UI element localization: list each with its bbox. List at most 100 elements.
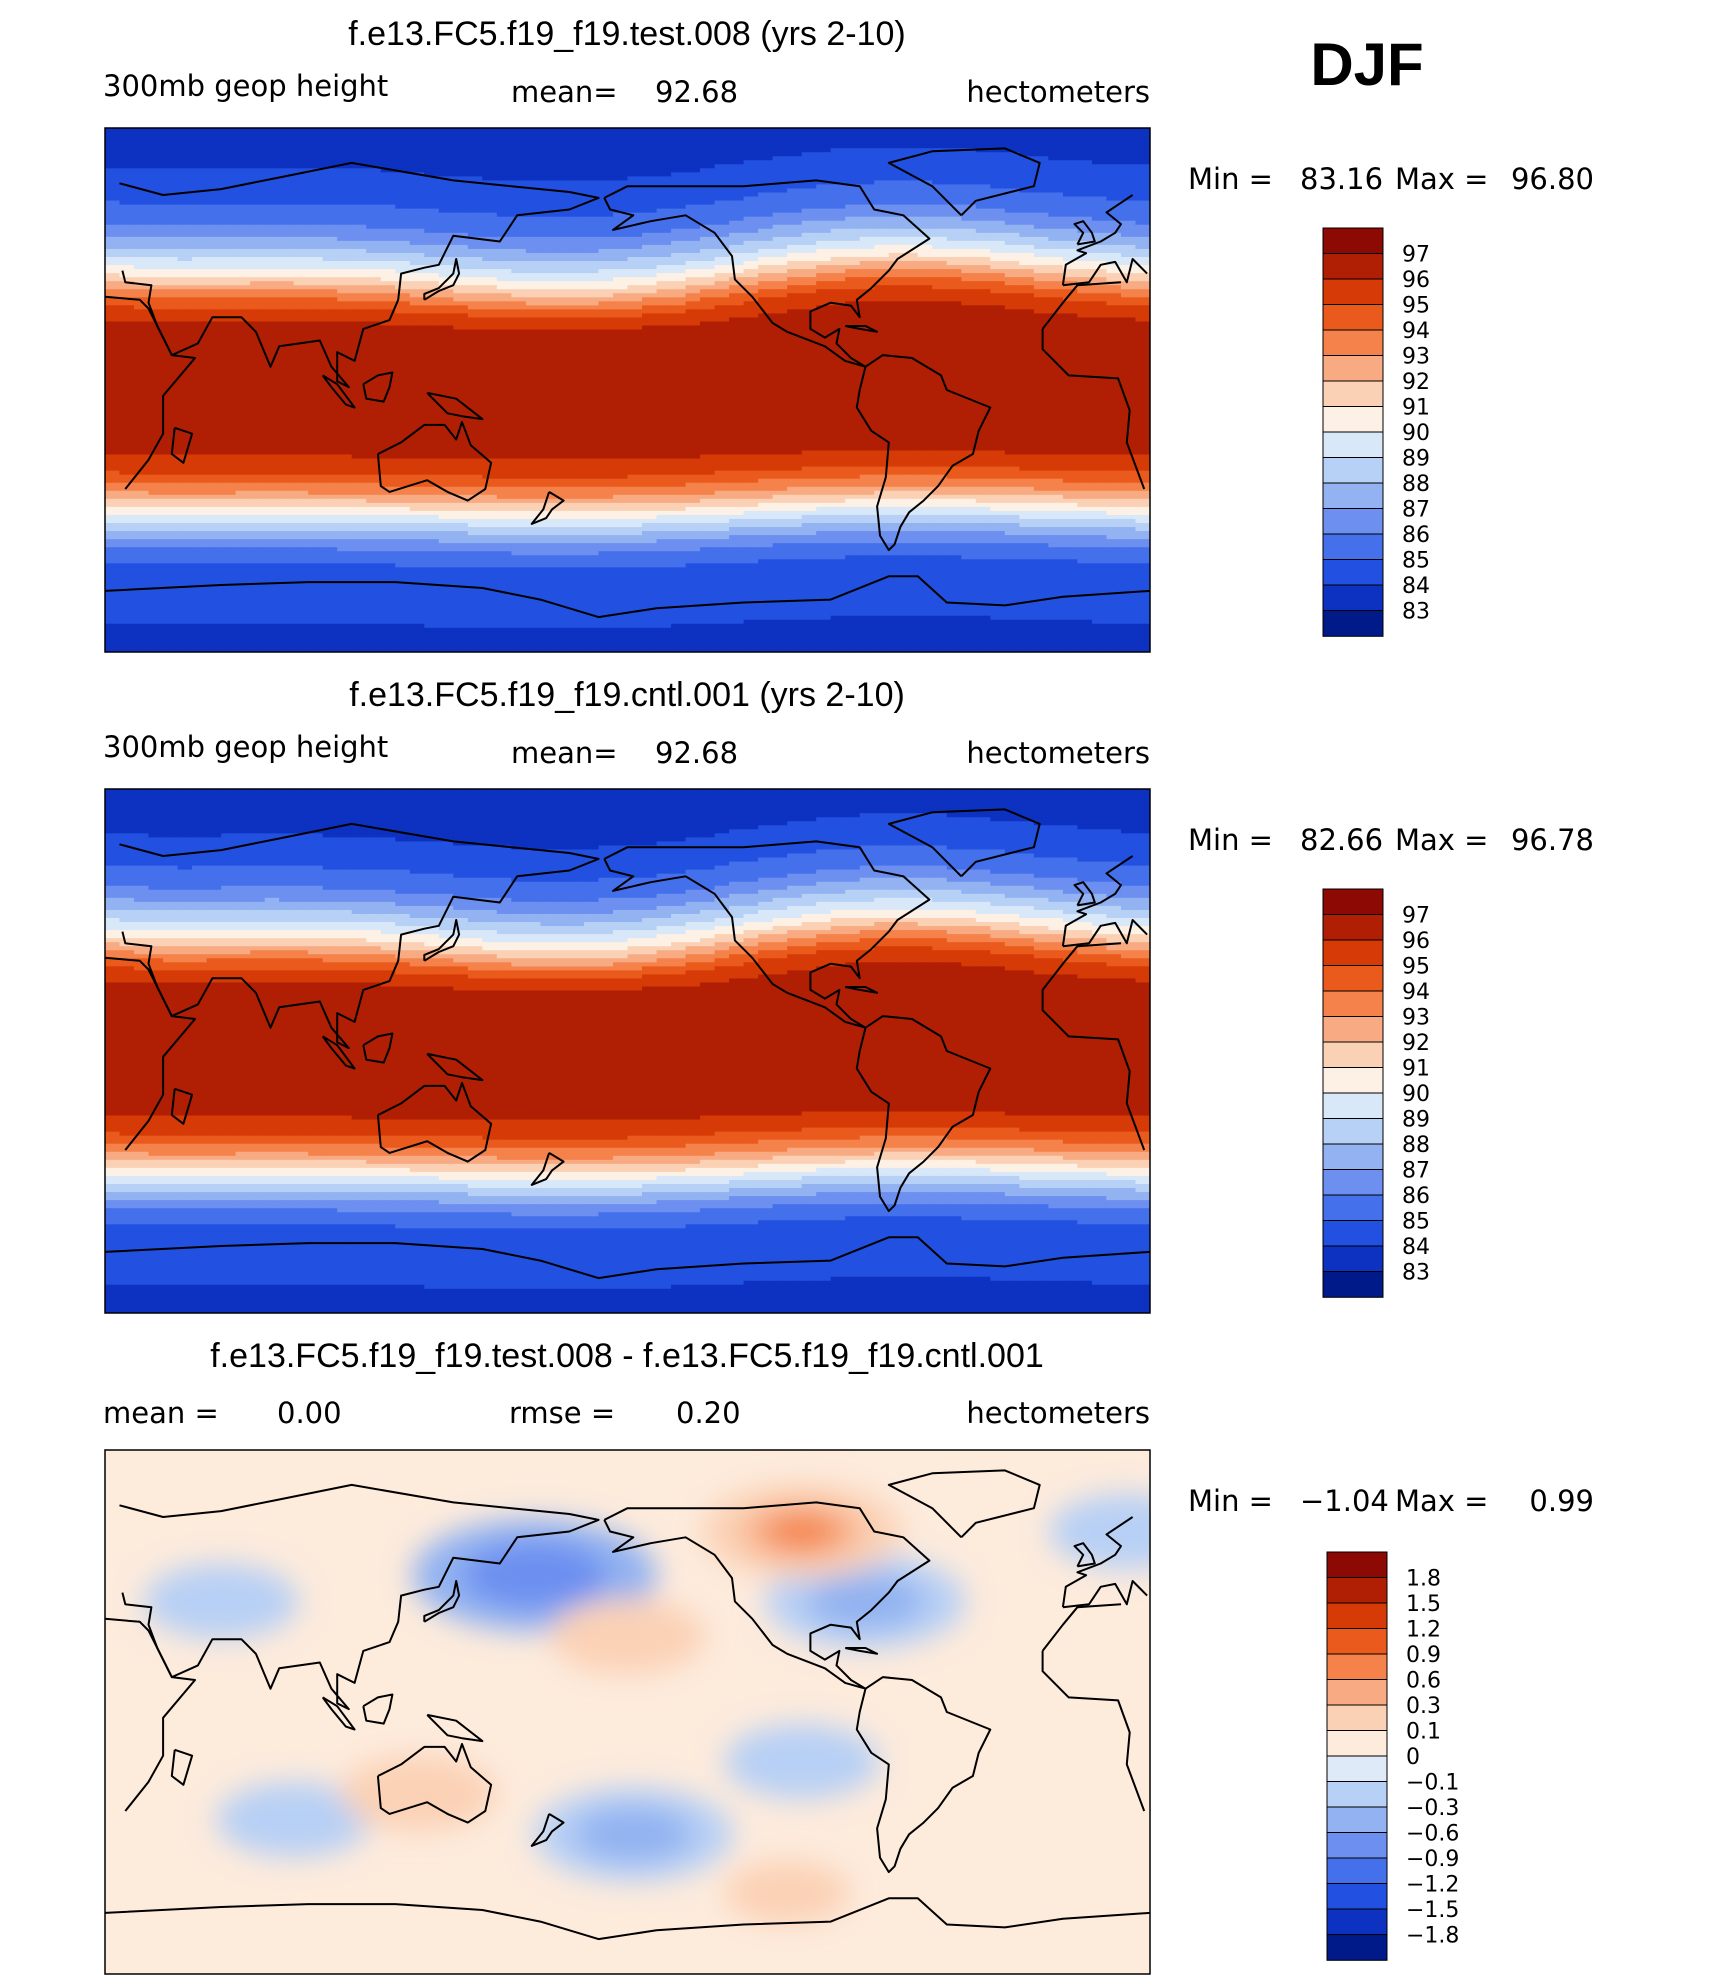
field-cell [293, 583, 309, 589]
field-cell [380, 333, 396, 339]
field-cell [235, 192, 251, 198]
field-cell [511, 309, 527, 315]
field-cell [308, 442, 324, 448]
field-cell [569, 381, 585, 387]
field-cell [206, 200, 222, 206]
field-cell [583, 164, 600, 169]
field-cell [221, 579, 237, 585]
field-cell [351, 385, 367, 391]
field-cell [163, 180, 179, 186]
field-cell [395, 357, 411, 363]
field-cell [279, 188, 295, 194]
field-cell [627, 647, 643, 652]
field-cell [642, 442, 658, 448]
field-cell [119, 216, 135, 222]
field-cell [322, 454, 338, 460]
field-cell [453, 627, 469, 633]
field-cell [351, 571, 367, 577]
field-cell [221, 152, 237, 157]
field-cell [351, 510, 367, 516]
field-cell [322, 184, 338, 190]
field-cell [598, 543, 614, 548]
field-cell [554, 454, 571, 460]
field-cell [337, 494, 353, 500]
field-cell [148, 591, 164, 597]
field-cell [554, 244, 571, 250]
field-cell [163, 527, 179, 532]
field-cell [395, 188, 411, 194]
field-cell [656, 252, 672, 258]
field-cell [482, 224, 498, 230]
field-cell [380, 490, 396, 496]
field-cell [395, 595, 411, 601]
field-cell [366, 128, 382, 133]
field-cell [163, 619, 179, 625]
field-cell [569, 265, 585, 270]
field-cell [177, 156, 193, 161]
field-cell [438, 369, 454, 375]
field-cell [177, 281, 193, 286]
field-cell [627, 514, 643, 520]
field-cell [380, 293, 396, 298]
field-cell [264, 603, 280, 609]
field-cell [221, 422, 237, 427]
field-cell [598, 168, 614, 173]
field-cell [453, 148, 469, 153]
field-cell [482, 204, 498, 210]
field-cell [105, 269, 121, 274]
field-cell [177, 232, 193, 238]
field-cell [192, 136, 208, 141]
field-cell [177, 369, 193, 375]
field-cell [424, 172, 440, 177]
field-cell [540, 555, 556, 560]
field-cell [511, 458, 527, 464]
field-cell [250, 426, 266, 431]
field-cell [119, 208, 135, 214]
field-cell [598, 365, 614, 371]
field-cell [627, 313, 643, 319]
field-cell [511, 244, 527, 250]
field-cell [148, 216, 164, 222]
field-cell [337, 498, 353, 504]
field-cell [511, 196, 527, 202]
field-cell [554, 446, 571, 452]
field-cell [642, 619, 658, 625]
field-cell [134, 611, 150, 617]
field-cell [148, 478, 164, 484]
field-cell [279, 643, 295, 649]
field-cell [337, 224, 353, 230]
field-cell [192, 248, 208, 254]
field-cell [438, 518, 454, 524]
field-cell [569, 200, 585, 206]
field-cell [424, 152, 440, 157]
field-cell [221, 510, 237, 516]
field-cell [627, 619, 643, 625]
field-cell [453, 555, 469, 560]
field-cell [380, 619, 396, 625]
field-cell [148, 273, 164, 278]
field-cell [322, 224, 338, 230]
field-cell [351, 462, 367, 468]
field-cell [293, 527, 309, 532]
field-cell [409, 273, 425, 278]
field-cell [293, 180, 309, 186]
field-cell [308, 611, 324, 617]
field-cell [482, 200, 498, 206]
field-cell [148, 631, 164, 637]
field-cell [221, 192, 237, 198]
field-cell [293, 305, 309, 310]
field-cell [395, 369, 411, 375]
field-cell [409, 168, 425, 173]
field-cell [554, 132, 571, 137]
field-cell [177, 349, 193, 355]
field-cell [583, 385, 600, 391]
field-cell [496, 333, 512, 339]
field-cell [322, 305, 338, 310]
field-cell [177, 539, 193, 544]
field-cell [192, 293, 208, 298]
field-cell [612, 273, 629, 278]
field-cell [264, 236, 280, 242]
field-cell [322, 599, 338, 605]
field-cell [424, 579, 440, 585]
field-cell [583, 168, 600, 173]
